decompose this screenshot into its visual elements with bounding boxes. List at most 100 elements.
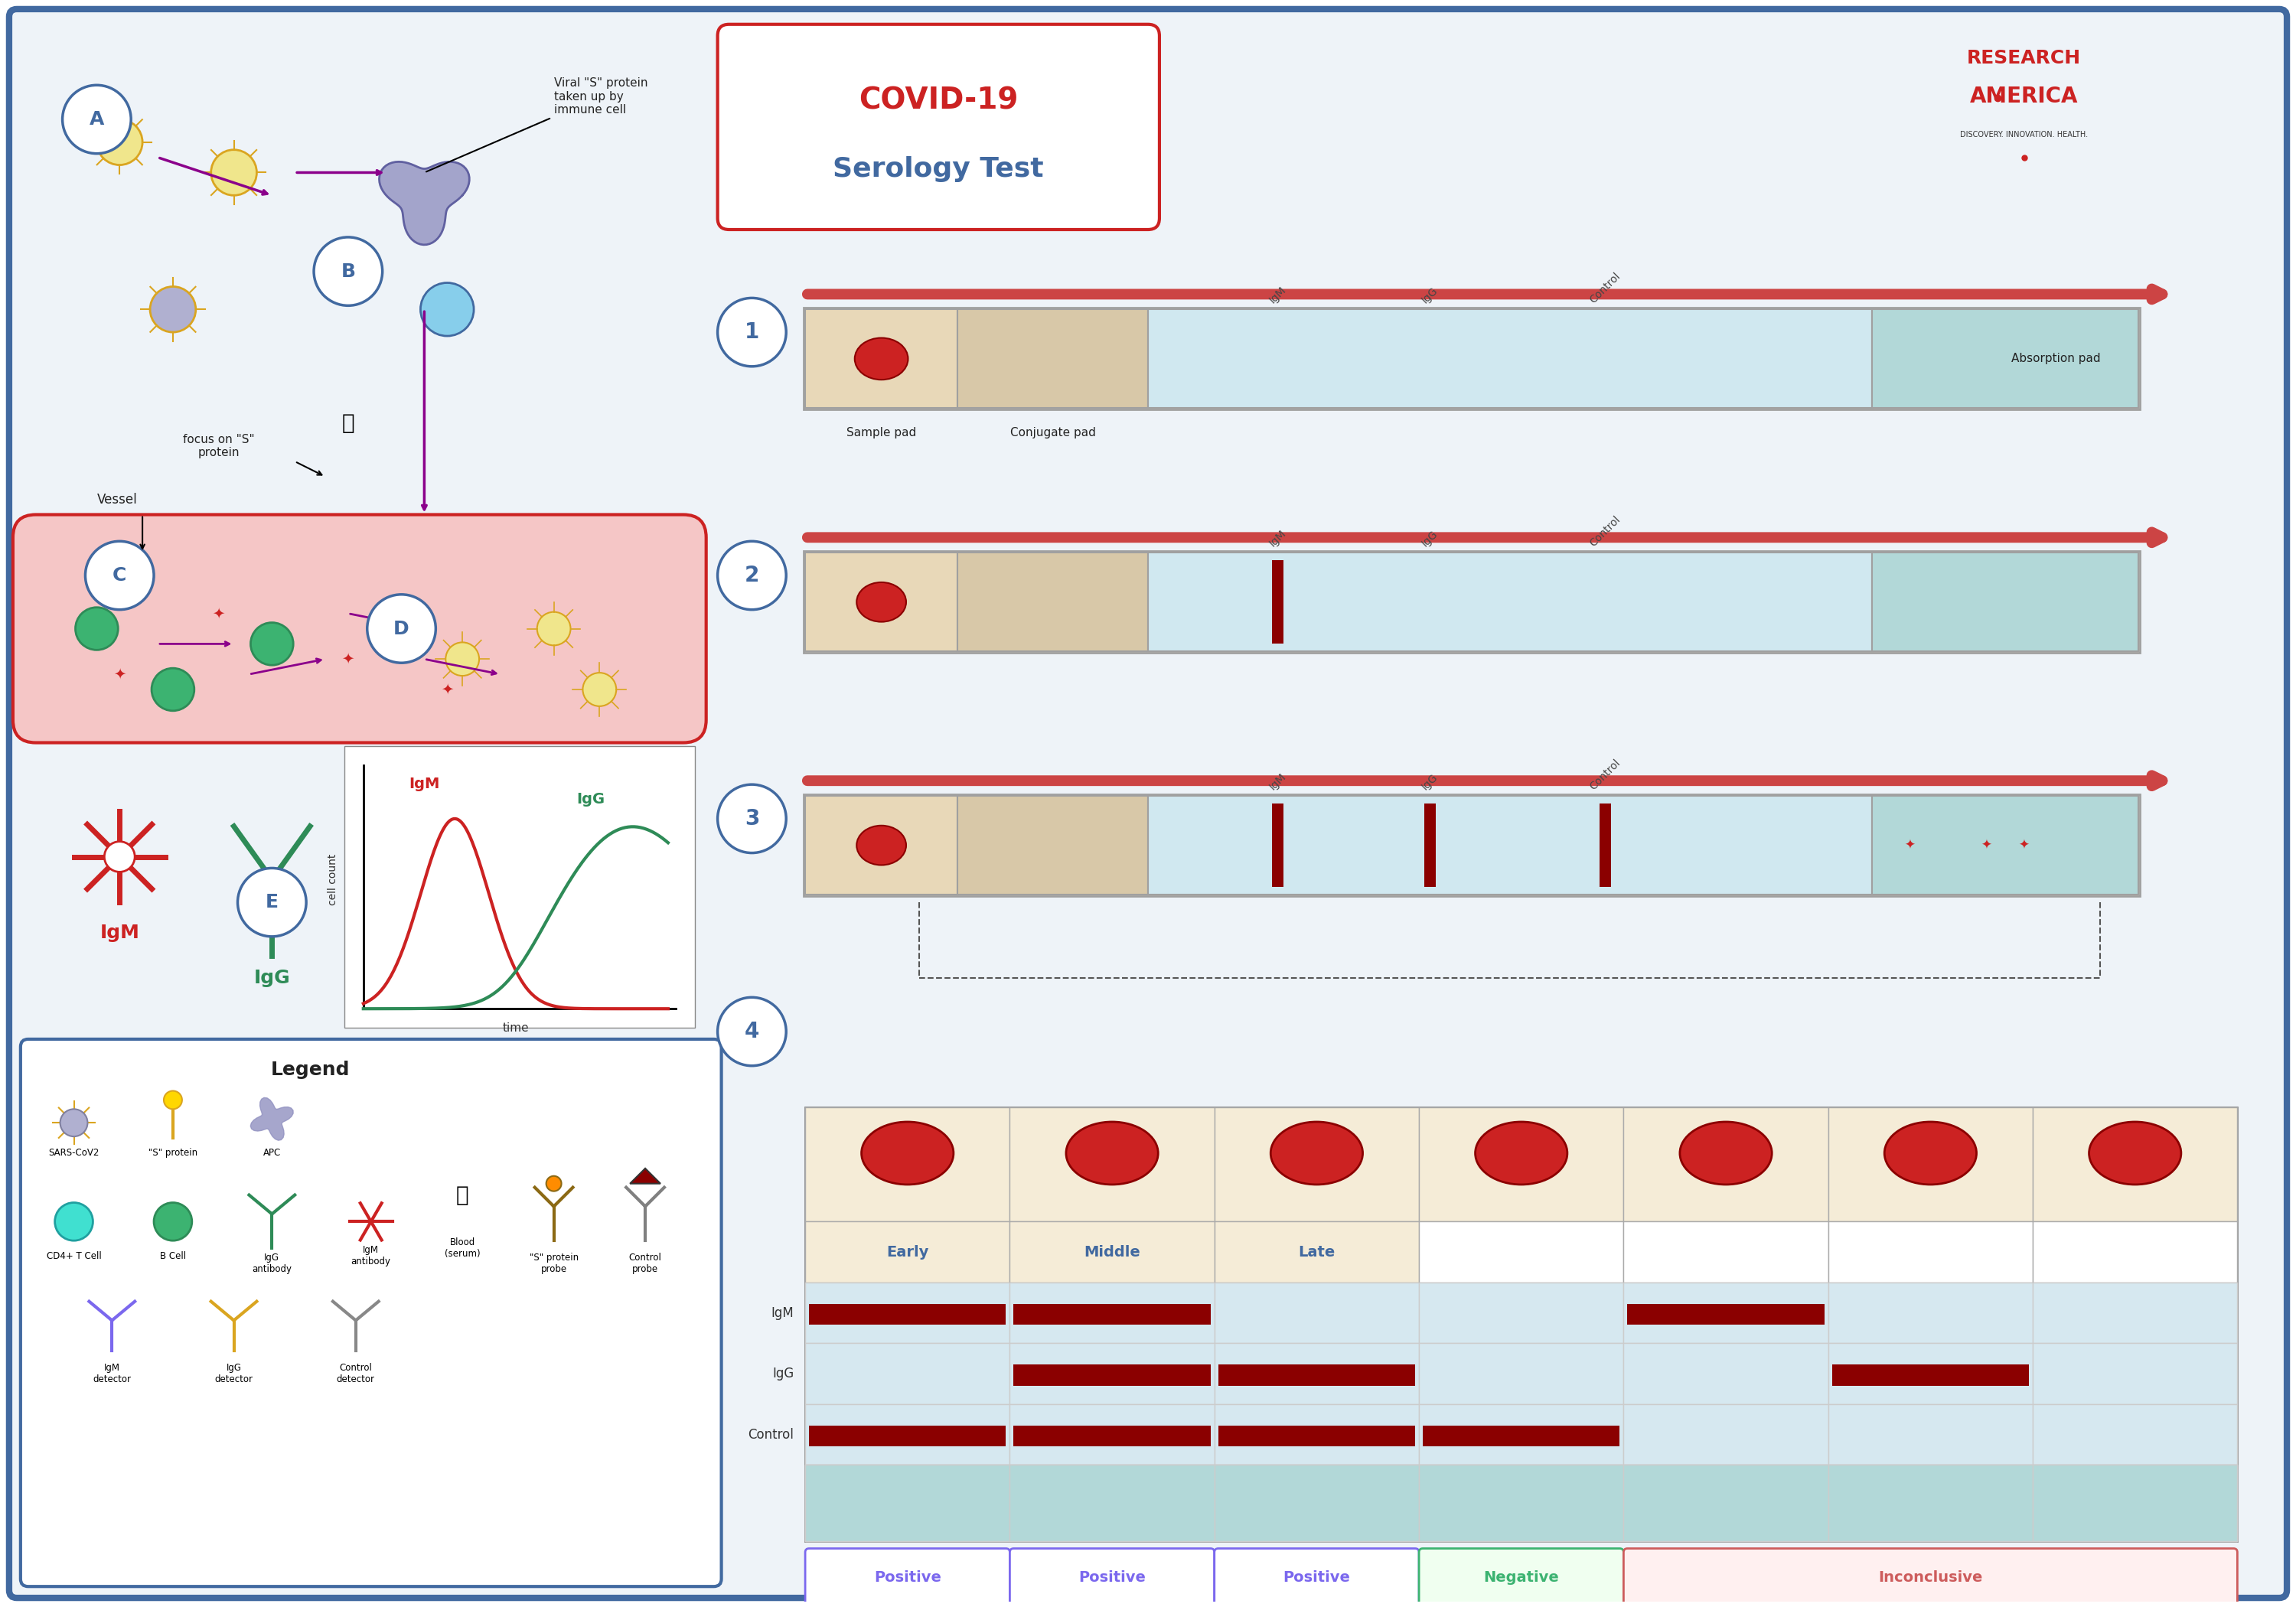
Bar	[1623, 1466, 1828, 1541]
Ellipse shape	[854, 337, 907, 379]
Text: IgM: IgM	[1267, 527, 1288, 550]
Bar	[2032, 1282, 2236, 1343]
Text: IgG: IgG	[1419, 771, 1440, 792]
Polygon shape	[379, 162, 468, 244]
Text: Positive: Positive	[1079, 1570, 1146, 1585]
Text: Vessel: Vessel	[96, 492, 138, 506]
Bar	[1828, 1107, 2032, 1221]
Bar	[2032, 1405, 2236, 1466]
Bar	[1623, 1466, 1828, 1541]
Bar	[1623, 1466, 1828, 1541]
Text: ✦: ✦	[113, 667, 126, 681]
Circle shape	[96, 119, 142, 166]
Circle shape	[60, 1109, 87, 1136]
Text: Middle: Middle	[1084, 1245, 1141, 1260]
Text: Positive: Positive	[875, 1570, 941, 1585]
Text: Negative: Negative	[1483, 1570, 1559, 1585]
FancyBboxPatch shape	[719, 24, 1159, 230]
Circle shape	[103, 842, 135, 873]
Text: COVID-19: COVID-19	[859, 85, 1017, 114]
Circle shape	[583, 673, 615, 705]
Bar	[1623, 1282, 1828, 1343]
Bar	[806, 1282, 1010, 1343]
Text: Viral "S" protein
taken up by
immune cell: Viral "S" protein taken up by immune cel…	[427, 77, 647, 172]
Bar	[1010, 1466, 1215, 1541]
Ellipse shape	[1270, 1122, 1364, 1184]
Bar	[2032, 1466, 2236, 1541]
Circle shape	[367, 595, 436, 662]
FancyBboxPatch shape	[1148, 310, 1871, 408]
Circle shape	[152, 669, 195, 710]
Text: IgM: IgM	[99, 924, 140, 942]
Circle shape	[445, 643, 480, 677]
Circle shape	[154, 1202, 193, 1241]
Text: B Cell: B Cell	[161, 1250, 186, 1261]
Text: D: D	[393, 619, 409, 638]
Text: IgG: IgG	[771, 1366, 794, 1380]
Bar	[1623, 1107, 1828, 1221]
FancyBboxPatch shape	[14, 514, 707, 742]
Bar	[1215, 1405, 1419, 1466]
Bar	[1272, 804, 1283, 887]
Bar	[1219, 1364, 1414, 1385]
FancyBboxPatch shape	[804, 551, 2140, 652]
Text: ✦: ✦	[1981, 839, 1991, 852]
Bar	[1215, 1282, 1419, 1343]
Circle shape	[62, 85, 131, 154]
Bar	[1419, 1466, 1623, 1541]
Bar	[1828, 1466, 2032, 1541]
Bar	[1419, 1466, 1623, 1541]
Bar	[1419, 1282, 1623, 1343]
Circle shape	[250, 622, 294, 665]
FancyBboxPatch shape	[1148, 553, 1871, 651]
FancyBboxPatch shape	[28, 43, 675, 1032]
Text: Control
probe: Control probe	[629, 1253, 661, 1274]
Text: ✦: ✦	[342, 652, 354, 667]
Bar	[808, 1303, 1006, 1326]
Circle shape	[719, 784, 785, 853]
Bar	[1010, 1107, 1215, 1221]
Circle shape	[76, 607, 117, 649]
Bar	[808, 1425, 1006, 1446]
Bar	[2032, 1221, 2236, 1282]
Bar	[806, 1107, 1010, 1221]
Circle shape	[719, 998, 785, 1065]
Text: 💡: 💡	[342, 413, 354, 434]
Bar	[2032, 1343, 2236, 1405]
Text: ✦: ✦	[1903, 839, 1915, 852]
Bar	[1419, 1343, 1623, 1405]
Bar	[1272, 561, 1283, 644]
Circle shape	[239, 868, 305, 937]
FancyBboxPatch shape	[957, 795, 1148, 895]
FancyBboxPatch shape	[1871, 310, 2138, 408]
Bar	[1628, 1303, 1825, 1326]
Text: Sample pad: Sample pad	[847, 427, 916, 439]
FancyBboxPatch shape	[804, 794, 2140, 897]
Text: E: E	[266, 893, 278, 911]
Text: 1: 1	[744, 321, 760, 342]
Text: APC: APC	[264, 1149, 280, 1159]
Bar	[1600, 804, 1612, 887]
Text: 4: 4	[744, 1020, 760, 1043]
Text: IgM: IgM	[1267, 284, 1288, 305]
FancyBboxPatch shape	[1623, 1549, 2236, 1605]
Text: Legend: Legend	[271, 1061, 349, 1078]
Bar	[806, 1466, 1010, 1541]
Bar	[806, 1466, 1010, 1541]
Text: IgM
detector: IgM detector	[92, 1363, 131, 1384]
FancyBboxPatch shape	[957, 310, 1148, 408]
Ellipse shape	[1681, 1122, 1773, 1184]
Bar	[2032, 1107, 2236, 1221]
Bar	[806, 1343, 1010, 1405]
Text: Absorption pad: Absorption pad	[2011, 354, 2101, 365]
Text: C: C	[113, 566, 126, 585]
Bar	[1010, 1221, 1215, 1282]
Text: IgM: IgM	[409, 776, 441, 791]
Text: IgM
antibody: IgM antibody	[351, 1245, 390, 1266]
Text: Control: Control	[1587, 270, 1623, 305]
FancyBboxPatch shape	[957, 553, 1148, 651]
Bar	[1828, 1343, 2032, 1405]
FancyBboxPatch shape	[1419, 1549, 1623, 1605]
Bar	[1010, 1466, 1215, 1541]
FancyBboxPatch shape	[1871, 553, 2138, 651]
